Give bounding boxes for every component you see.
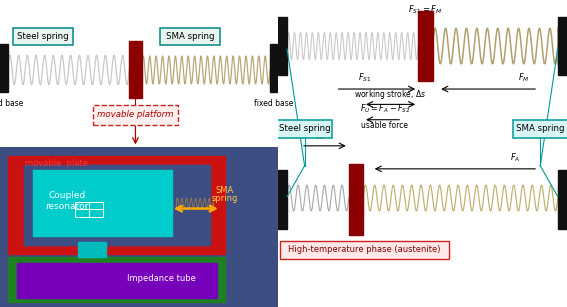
Text: usable force: usable force (361, 121, 408, 130)
Text: SMA spring: SMA spring (516, 124, 565, 134)
Text: $F_A$: $F_A$ (510, 152, 520, 164)
Bar (558, 17, 567, 75)
FancyBboxPatch shape (13, 28, 73, 45)
FancyBboxPatch shape (160, 28, 221, 45)
Text: fixed base: fixed base (0, 99, 24, 108)
Bar (270, 44, 278, 92)
Text: movable  plate: movable plate (25, 159, 88, 168)
FancyBboxPatch shape (513, 120, 567, 138)
Bar (24, 165, 210, 245)
Bar (24, 165, 210, 245)
Bar (278, 17, 287, 75)
Text: spring: spring (212, 194, 238, 204)
Bar (558, 170, 567, 229)
Text: Steel spring: Steel spring (17, 32, 69, 41)
Text: fixed base: fixed base (254, 99, 294, 108)
Bar (418, 11, 433, 81)
Text: Impedance tube: Impedance tube (126, 274, 196, 283)
Bar (278, 170, 287, 229)
Text: working stroke, $\Delta s$: working stroke, $\Delta s$ (354, 88, 427, 101)
Text: SMA spring: SMA spring (166, 32, 214, 41)
Text: movable platform: movable platform (97, 110, 174, 119)
Text: $F_{S1}=F_M$: $F_{S1}=F_M$ (408, 4, 443, 16)
Bar (75, 202, 103, 216)
FancyBboxPatch shape (280, 241, 449, 259)
Bar (16, 263, 217, 298)
Text: $F_U=F_A-F_{S2}$: $F_U=F_A-F_{S2}$ (359, 103, 410, 115)
Bar (9, 156, 225, 254)
Text: resonator: resonator (45, 202, 88, 211)
Text: High-temperature phase (austenite): High-temperature phase (austenite) (289, 245, 441, 255)
Text: $F_{S2}$: $F_{S2}$ (311, 129, 325, 142)
Text: SMA: SMA (216, 186, 234, 195)
Text: $F_{S1}$: $F_{S1}$ (358, 72, 371, 84)
Bar (9, 257, 225, 302)
Text: $F_M$: $F_M$ (518, 72, 530, 84)
Text: Coupled: Coupled (48, 191, 85, 200)
FancyBboxPatch shape (277, 120, 332, 138)
FancyBboxPatch shape (93, 105, 178, 125)
Bar (33, 170, 172, 236)
Bar (349, 164, 363, 235)
Text: Steel spring: Steel spring (279, 124, 331, 134)
Bar (78, 242, 105, 257)
Bar (129, 41, 142, 98)
Bar (0, 44, 8, 92)
